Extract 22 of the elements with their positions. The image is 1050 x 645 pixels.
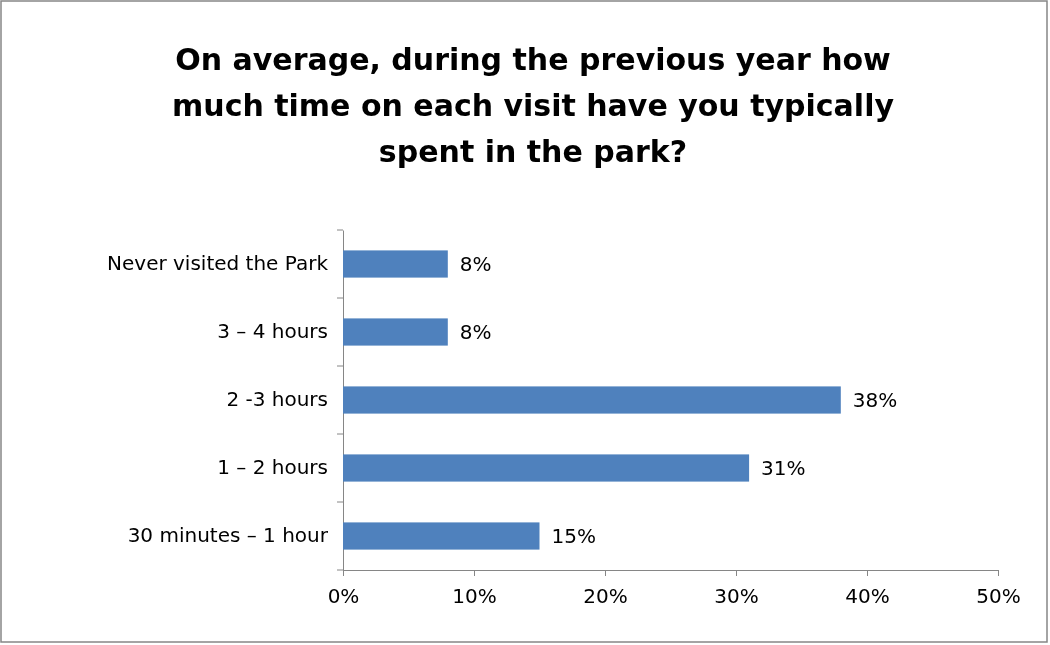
x-tick-label: 40% <box>845 584 890 608</box>
data-label: 15% <box>551 524 596 548</box>
y-tick-label: 3 – 4 hours <box>217 319 328 344</box>
y-tick-label: 1 – 2 hours <box>217 455 328 480</box>
y-tick-label: 30 minutes – 1 hour <box>127 523 329 548</box>
bar <box>343 318 448 346</box>
y-tick-label: Never visited the Park <box>107 251 329 276</box>
bar <box>343 386 841 414</box>
bar <box>343 454 750 482</box>
x-tick-label: 10% <box>452 584 497 608</box>
y-tick-label: 2 -3 hours <box>226 387 328 412</box>
chart-title: On average, during the previous year how much time on each visit have you typically spent in the park? <box>172 42 895 169</box>
bar <box>343 522 540 550</box>
bar <box>343 250 448 278</box>
x-tick-label: 0% <box>327 584 360 608</box>
x-tick-label: 50% <box>976 584 1021 608</box>
data-label: 8% <box>459 252 492 276</box>
x-tick-label: 30% <box>714 584 759 608</box>
data-label: 8% <box>459 320 492 344</box>
data-label: 38% <box>852 388 898 412</box>
data-label: 31% <box>761 456 806 480</box>
x-tick-label: 20% <box>583 584 628 608</box>
